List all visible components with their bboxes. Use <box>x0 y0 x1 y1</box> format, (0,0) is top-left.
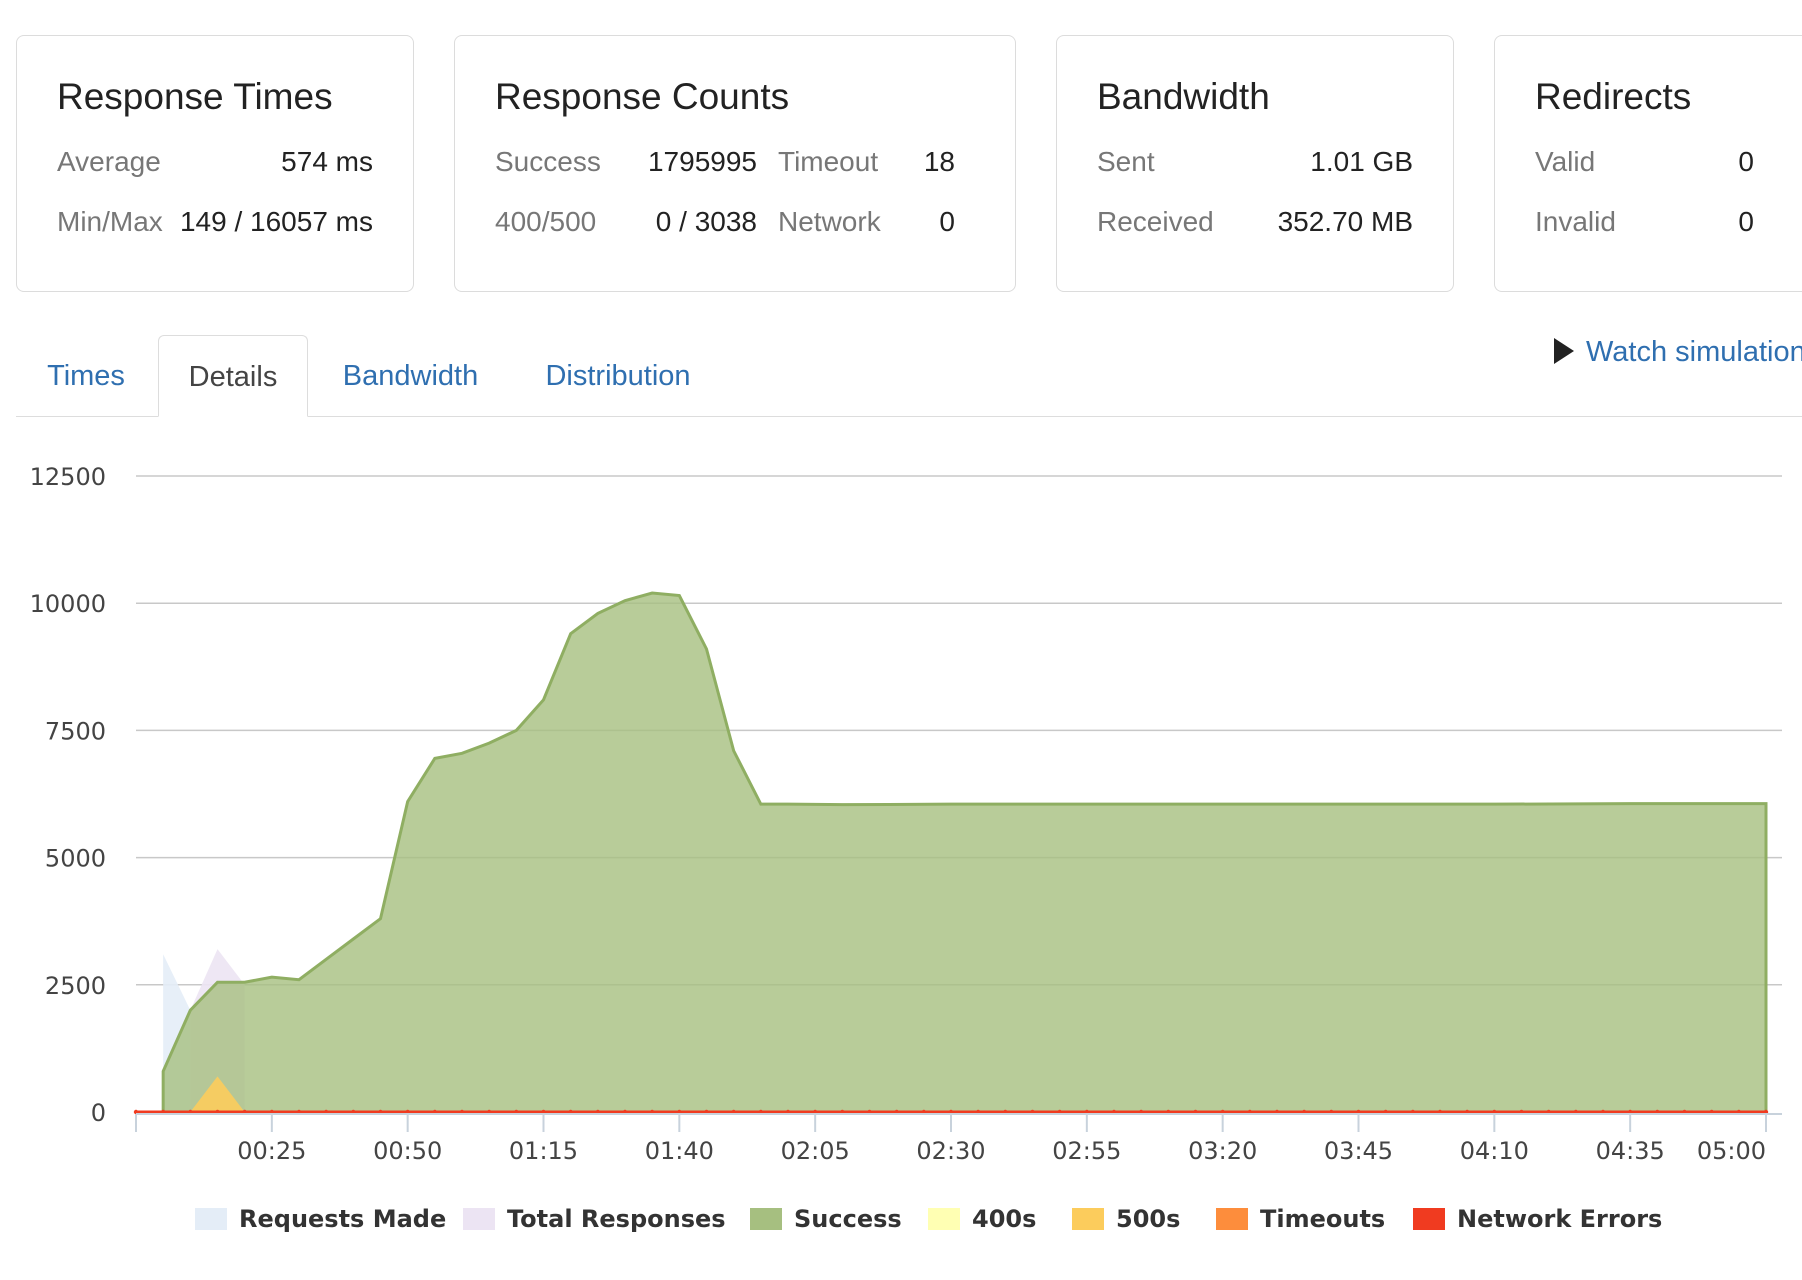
tab-details[interactable]: Details <box>158 335 308 417</box>
play-icon <box>1554 338 1574 364</box>
series-500s <box>190 1076 245 1112</box>
x-tick-label: 00:25 <box>237 1137 306 1165</box>
tab-bandwidth[interactable]: Bandwidth <box>342 360 479 392</box>
errors-value: 0 / 3038 <box>655 206 757 237</box>
invalid-value: 0 <box>1738 206 1754 237</box>
legend-item-total-responses[interactable]: Total Responses <box>463 1205 726 1233</box>
legend-label: 400s <box>972 1205 1037 1233</box>
sent-label: Sent <box>1097 146 1155 177</box>
legend-swatch <box>1216 1208 1248 1230</box>
x-tick-label: 03:20 <box>1188 1137 1257 1165</box>
x-tick-label: 02:05 <box>781 1137 850 1165</box>
legend-item-success[interactable]: Success <box>750 1205 902 1233</box>
card-title: Response Counts <box>495 76 790 117</box>
bandwidth-card: Bandwidth Sent 1.01 GB Received 352.70 M… <box>1056 35 1454 292</box>
valid-value: 0 <box>1738 146 1754 177</box>
minmax-label: Min/Max <box>57 206 163 237</box>
x-tick-label: 02:30 <box>916 1137 985 1165</box>
sent-value: 1.01 GB <box>1310 146 1413 177</box>
average-value: 574 ms <box>281 146 373 177</box>
legend-item-500s[interactable]: 500s <box>1072 1205 1180 1233</box>
legend-item-network-errors[interactable]: Network Errors <box>1413 1205 1662 1233</box>
tabs-divider <box>16 416 1802 417</box>
y-axis: 0 2500 5000 7500 10000 12500 <box>30 463 106 1127</box>
response-counts-card: Response Counts Success 1795995 Timeout … <box>454 35 1016 292</box>
network-value: 0 <box>939 206 955 237</box>
success-value: 1795995 <box>647 146 757 177</box>
legend-item-400s[interactable]: 400s <box>928 1205 1036 1233</box>
legend-swatch <box>1413 1208 1445 1230</box>
watch-simulation-link[interactable]: Watch simulation <box>1554 336 1802 369</box>
y-tick-label: 0 <box>91 1099 106 1127</box>
x-tick-label: 04:35 <box>1596 1137 1665 1165</box>
redirects-card: Redirects Valid 0 Invalid 0 <box>1494 35 1802 292</box>
y-tick-label: 5000 <box>45 845 106 873</box>
chart-legend: Requests Made Total Responses Success 400s 5… <box>0 1205 1802 1245</box>
legend-swatch <box>195 1208 227 1230</box>
x-tick-label: 05:00 <box>1697 1137 1766 1165</box>
valid-label: Valid <box>1535 146 1596 177</box>
minmax-value: 149 / 16057 ms <box>179 206 373 237</box>
legend-label: Timeouts <box>1260 1205 1386 1233</box>
network-label: Network <box>778 206 881 237</box>
average-label: Average <box>57 146 161 177</box>
x-tick-label: 00:50 <box>373 1137 442 1165</box>
x-tick-label: 04:10 <box>1460 1137 1529 1165</box>
card-title: Response Times <box>57 76 333 117</box>
legend-swatch <box>463 1208 495 1230</box>
legend-swatch <box>1072 1208 1104 1230</box>
chart-series <box>133 591 1769 1115</box>
legend-label: Success <box>794 1205 902 1233</box>
x-axis: 00:25 00:50 01:15 01:40 02:05 02:30 02:55 03:20… <box>135 1113 1782 1165</box>
timeout-value: 18 <box>923 146 955 177</box>
legend-label: 500s <box>1116 1205 1181 1233</box>
timeout-label: Timeout <box>778 146 879 177</box>
y-tick-label: 12500 <box>30 463 106 491</box>
x-tick-label: 03:45 <box>1324 1137 1393 1165</box>
x-tick-label: 01:40 <box>645 1137 714 1165</box>
response-times-card: Response Times Average 574 ms Min/Max 14… <box>16 35 414 292</box>
legend-label: Total Responses <box>507 1205 726 1233</box>
legend-item-timeouts[interactable]: Timeouts <box>1216 1205 1385 1233</box>
x-tick-label: 02:55 <box>1052 1137 1121 1165</box>
errors-label: 400/500 <box>495 206 597 237</box>
card-title: Bandwidth <box>1097 76 1270 117</box>
tab-distribution[interactable]: Distribution <box>545 360 691 392</box>
series-success <box>161 591 1768 1114</box>
legend-item-requests-made[interactable]: Requests Made <box>195 1205 446 1233</box>
legend-swatch <box>928 1208 960 1230</box>
y-tick-label: 2500 <box>45 972 106 1000</box>
received-value: 352.70 MB <box>1277 206 1413 237</box>
card-title: Redirects <box>1535 76 1692 117</box>
legend-swatch <box>750 1208 782 1230</box>
invalid-label: Invalid <box>1535 206 1616 237</box>
legend-label: Requests Made <box>239 1205 447 1233</box>
received-label: Received <box>1097 206 1214 237</box>
legend-label: Network Errors <box>1457 1205 1663 1233</box>
tab-times[interactable]: Times <box>47 360 125 392</box>
success-label: Success <box>495 146 601 177</box>
x-tick-label: 01:15 <box>509 1137 578 1165</box>
y-tick-label: 10000 <box>30 590 106 618</box>
y-tick-label: 7500 <box>45 717 106 745</box>
watch-simulation-label: Watch simulation <box>1586 336 1802 368</box>
